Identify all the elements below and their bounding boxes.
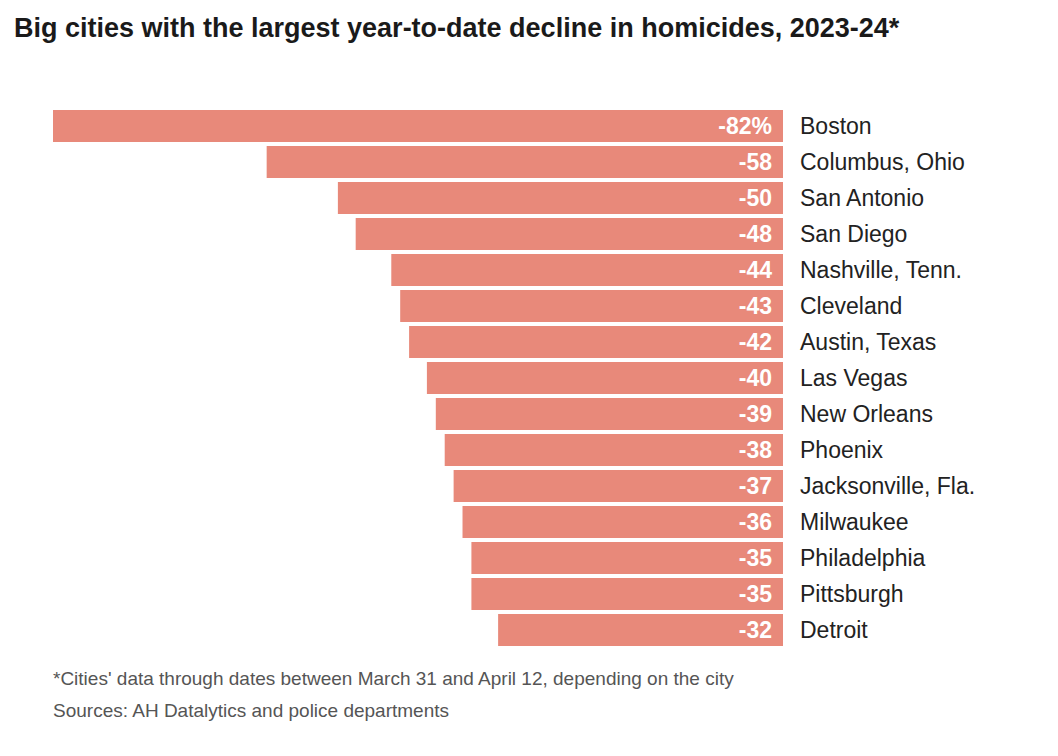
bar bbox=[471, 578, 783, 610]
data-label: -50 bbox=[739, 185, 772, 211]
data-label: -37 bbox=[739, 473, 772, 499]
source: Sources: AH Datalytics and police depart… bbox=[53, 700, 449, 722]
data-label: -39 bbox=[739, 401, 772, 427]
category-label: San Diego bbox=[800, 221, 907, 247]
data-label: -38 bbox=[739, 437, 772, 463]
bar bbox=[427, 362, 783, 394]
category-label: Philadelphia bbox=[800, 545, 926, 571]
category-label: Las Vegas bbox=[800, 365, 907, 391]
bar bbox=[338, 182, 783, 214]
bar bbox=[409, 326, 783, 358]
bar bbox=[454, 470, 783, 502]
data-label: -58 bbox=[739, 149, 772, 175]
bar bbox=[436, 398, 783, 430]
data-label: -36 bbox=[739, 509, 772, 535]
category-label: Columbus, Ohio bbox=[800, 149, 965, 175]
bar bbox=[445, 434, 783, 466]
chart: -82% Boston -58 Columbus, Ohio -50 San Antoni… bbox=[0, 0, 1058, 756]
bars bbox=[53, 110, 783, 646]
bar bbox=[356, 218, 783, 250]
category-label: Cleveland bbox=[800, 293, 902, 319]
bar bbox=[400, 290, 783, 322]
data-label: -35 bbox=[739, 581, 772, 607]
data-label: -40 bbox=[739, 365, 772, 391]
data-label: -44 bbox=[739, 257, 772, 283]
bar bbox=[498, 614, 783, 646]
category-label: Pittsburgh bbox=[800, 581, 904, 607]
data-label: -82% bbox=[718, 113, 772, 139]
category-label: Milwaukee bbox=[800, 509, 909, 535]
category-label: San Antonio bbox=[800, 185, 924, 211]
bar bbox=[471, 542, 783, 574]
category-label: Jacksonville, Fla. bbox=[800, 473, 975, 499]
bar bbox=[463, 506, 783, 538]
footnote: *Cities' data through dates between Marc… bbox=[53, 668, 734, 690]
title: Big cities with the largest year-to-date… bbox=[14, 10, 1024, 46]
bar bbox=[53, 110, 783, 142]
category-label: Boston bbox=[800, 113, 872, 139]
data-label: -32 bbox=[739, 617, 772, 643]
category-label: Detroit bbox=[800, 617, 868, 643]
data-label: -43 bbox=[739, 293, 772, 319]
category-label: Nashville, Tenn. bbox=[800, 257, 962, 283]
category-label: Phoenix bbox=[800, 437, 884, 463]
category-label: Austin, Texas bbox=[800, 329, 936, 355]
category-label: New Orleans bbox=[800, 401, 933, 427]
labels: -82% Boston -58 Columbus, Ohio -50 San Antoni… bbox=[718, 113, 975, 643]
data-label: -48 bbox=[739, 221, 772, 247]
bar bbox=[391, 254, 783, 286]
data-label: -35 bbox=[739, 545, 772, 571]
data-label: -42 bbox=[739, 329, 772, 355]
bar bbox=[267, 146, 783, 178]
